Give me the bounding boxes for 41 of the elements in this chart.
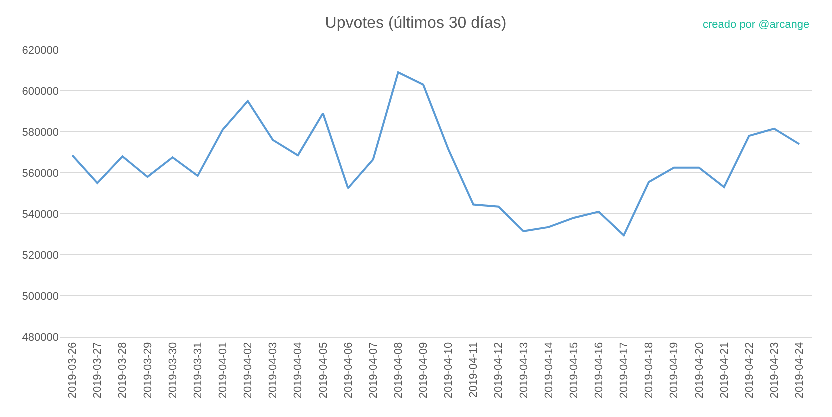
x-tick-label: 2019-04-04 [292, 342, 305, 399]
x-tick-label: 2019-04-19 [668, 342, 681, 399]
x-tick-label: 2019-04-17 [618, 342, 631, 399]
x-tick-label: 2019-04-22 [744, 342, 756, 399]
y-tick-label: 480000 [22, 332, 59, 344]
line-series [72, 72, 800, 237]
y-tick-label: 500000 [22, 290, 59, 303]
x-tick-label: 2019-03-31 [192, 342, 204, 399]
x-tick-label: 2019-04-21 [718, 342, 731, 399]
x-tick-label: 2019-03-30 [167, 342, 180, 399]
x-tick-label: 2019-04-11 [468, 342, 480, 398]
x-tick-label: 2019-04-15 [568, 342, 580, 399]
x-tick-label: 2019-04-01 [218, 342, 230, 399]
x-tick-label: 2019-03-29 [142, 342, 154, 399]
y-tick-label: 580000 [22, 126, 59, 139]
x-tick-label: 2019-04-10 [443, 342, 456, 399]
x-tick-label: 2019-03-26 [67, 342, 80, 399]
x-tick-label: 2019-04-09 [418, 342, 430, 399]
y-tick-label: 600000 [22, 86, 59, 98]
x-tick-label: 2019-04-08 [392, 342, 405, 399]
x-tick-label: 2019-04-24 [794, 342, 806, 399]
x-tick-label: 2019-04-07 [368, 342, 380, 399]
x-tick-label: 2019-04-06 [342, 342, 355, 399]
x-tick-label: 2019-04-12 [493, 342, 506, 399]
x-tick-label: 2019-04-16 [594, 342, 606, 399]
chart-title: Upvotes (últimos 30 días) [325, 14, 507, 32]
y-tick-label: 620000 [22, 44, 59, 57]
x-tick-label: 2019-04-20 [694, 342, 706, 399]
x-tick-label: 2019-04-02 [242, 342, 255, 399]
x-tick-label: 2019-04-18 [644, 342, 656, 399]
x-tick-label: 2019-03-28 [117, 342, 130, 399]
x-tick-label: 2019-04-14 [543, 342, 556, 399]
x-tick-label: 2019-04-05 [318, 342, 330, 399]
y-tick-label: 560000 [22, 168, 59, 180]
x-tick-label: 2019-03-27 [92, 342, 104, 399]
y-tick-label: 520000 [22, 250, 59, 262]
x-tick-label: 2019-04-03 [268, 342, 280, 399]
text: creado por @arcange [703, 19, 810, 31]
x-tick-label: 2019-04-13 [518, 342, 530, 399]
x-tick-label: 2019-04-23 [768, 342, 781, 399]
y-tick-label: 540000 [22, 208, 59, 221]
